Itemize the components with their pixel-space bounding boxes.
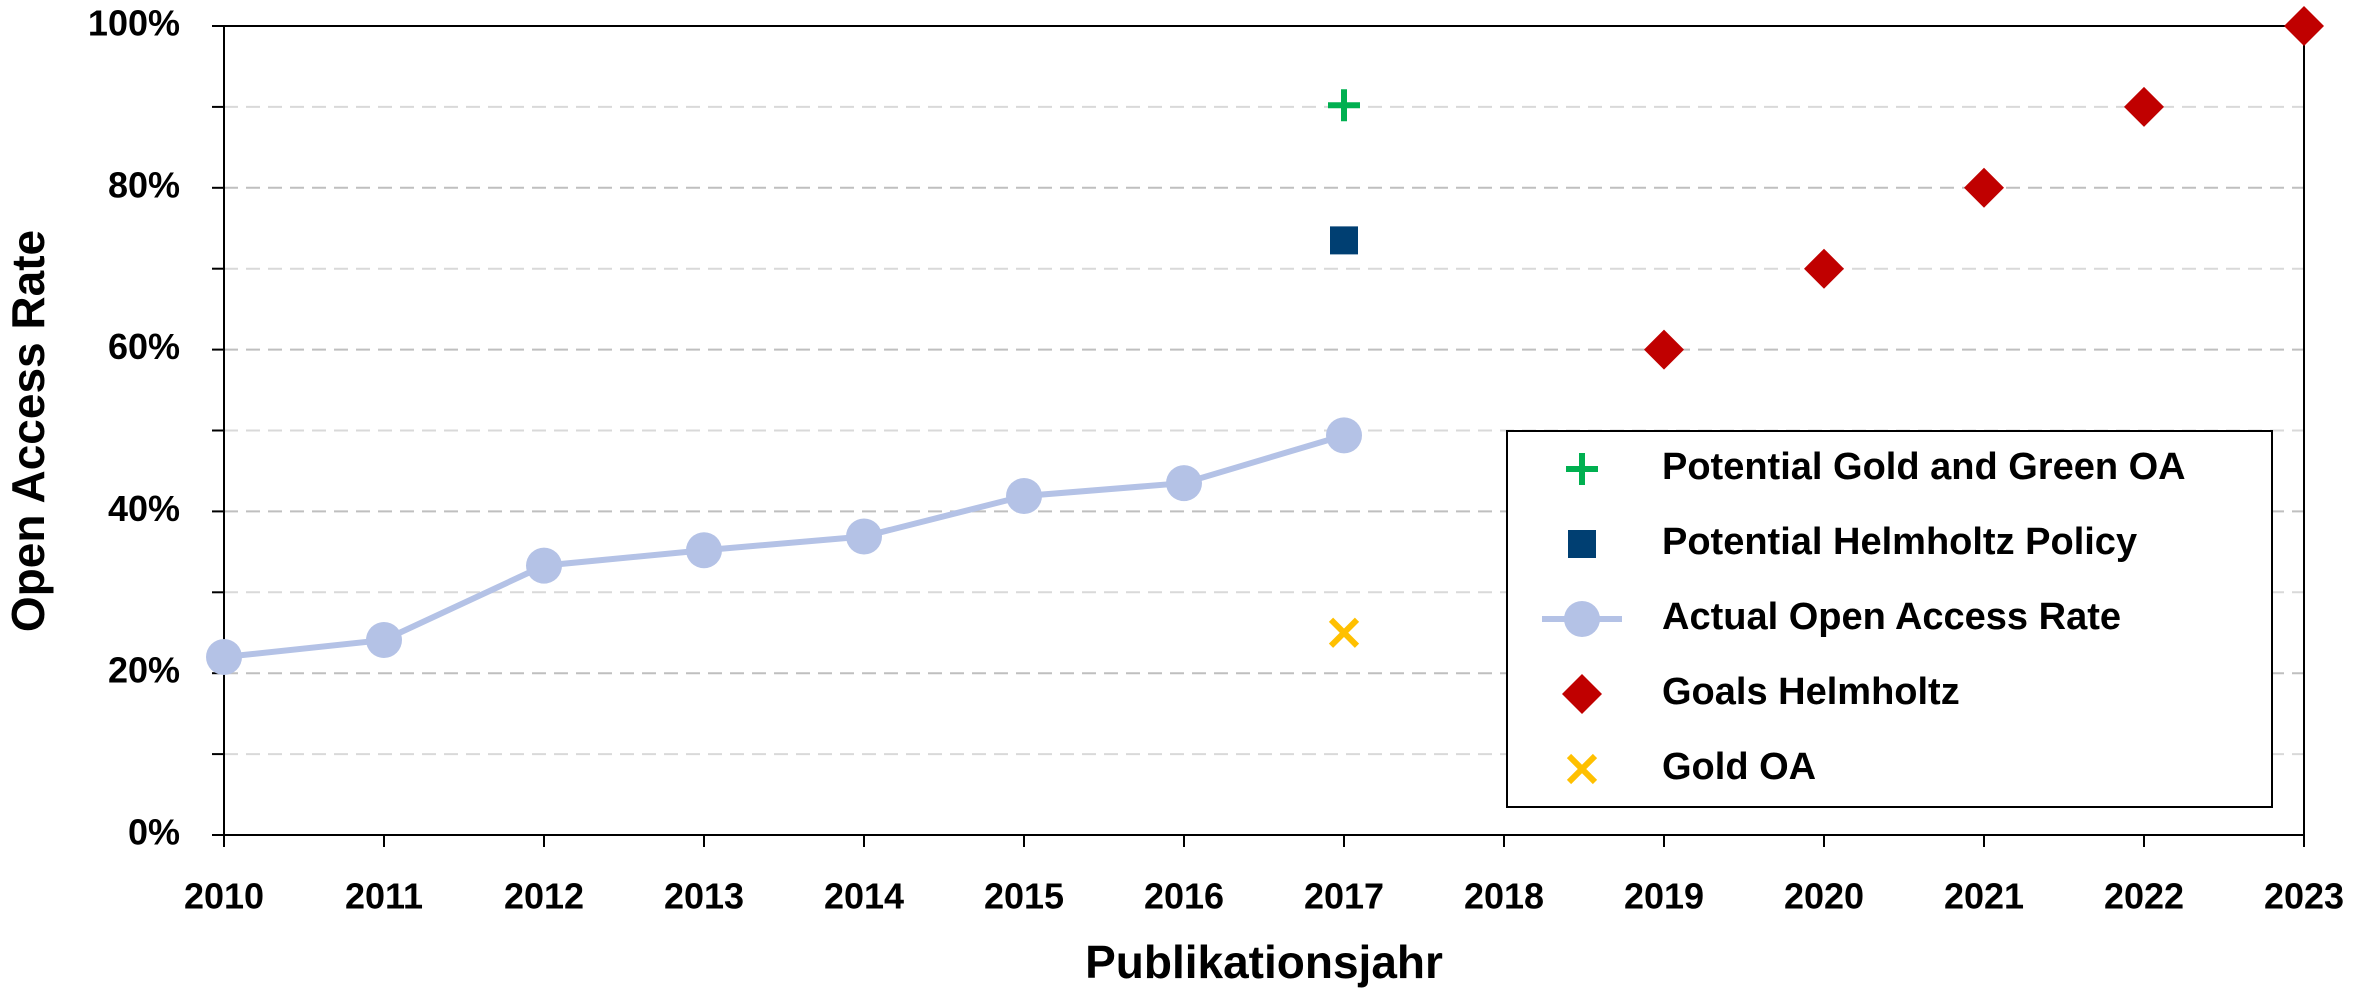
point [1328,89,1360,122]
x-tick-label: 2010 [184,876,264,917]
point [2284,6,2324,46]
x-tick-label: 2011 [345,876,423,917]
point [1166,465,1202,502]
point [686,532,722,569]
y-tick-label: 40% [108,488,180,529]
x-tick-label: 2018 [1464,876,1544,917]
y-tick-label: 20% [108,650,180,691]
y-tick-label: 60% [108,326,180,367]
x-tick-label: 2017 [1304,876,1384,917]
legend-marker [1562,674,1602,714]
legend-label: Actual Open Access Rate [1662,596,2121,638]
y-axis-title: Open Access Rate [2,230,54,632]
point [1326,417,1362,454]
x-axis-title: Publikationsjahr [1085,936,1443,988]
y-tick-label: 80% [108,164,180,205]
legend-label: Potential Helmholtz Policy [1662,521,2137,563]
x-tick-label: 2019 [1624,876,1704,917]
point [206,639,242,676]
point [1804,248,1844,289]
x-tick-label: 2016 [1144,876,1224,917]
point [366,622,402,659]
point [1644,329,1684,370]
x-tick-label: 2020 [1784,876,1864,917]
x-tick-label: 2014 [824,876,904,917]
legend-marker [1566,753,1598,785]
point [846,518,882,555]
point [526,547,562,584]
legend-marker [1564,601,1600,637]
x-tick-label: 2022 [2104,876,2184,917]
legend-marker [1566,453,1598,485]
x-tick-label: 2013 [664,876,744,917]
line [223,432,1345,661]
x-tick-label: 2012 [504,876,584,917]
y-tick-label: 100% [88,3,180,44]
point [1006,478,1042,515]
x-tick-label: 2021 [1944,876,2024,917]
legend: Potential Gold and Green OA Potential Hel… [1506,430,2273,808]
point [1328,617,1360,648]
point [2124,86,2164,127]
y-tick-label: 0% [128,812,180,853]
x-tick-label: 2023 [2264,876,2344,917]
legend-box [1506,430,2273,808]
x-tick-label: 2015 [984,876,1064,917]
point [1330,226,1358,255]
plot-frame [223,25,2305,836]
legend-label: Potential Gold and Green OA [1662,446,2186,488]
legend-label: Gold OA [1662,746,1816,788]
legend-marker [1568,530,1596,558]
point [1964,167,2004,208]
legend-label: Goals Helmholtz [1662,671,1960,713]
